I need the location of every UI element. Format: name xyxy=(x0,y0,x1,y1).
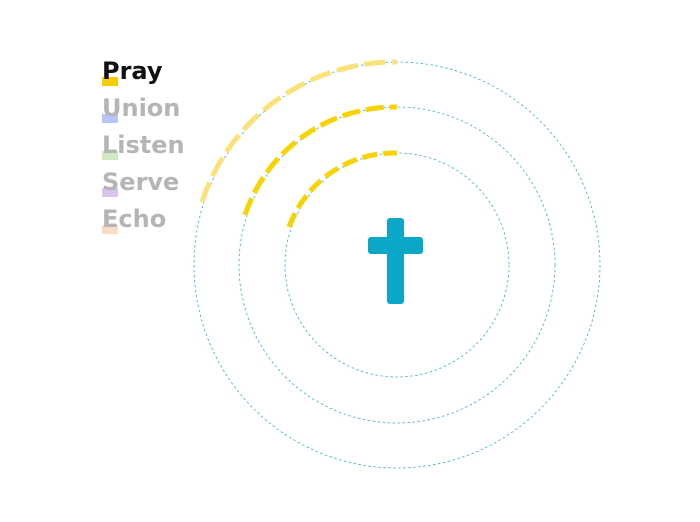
menu-item-echo[interactable]: Echo xyxy=(102,202,185,239)
cross-icon xyxy=(368,218,423,304)
menu-item-label: Serve xyxy=(102,168,180,196)
menu-item-union[interactable]: Union xyxy=(102,91,185,128)
inner-progress-arc xyxy=(286,150,398,228)
category-menu: Pray Union Listen Serve Echo xyxy=(102,54,185,239)
union-color-swatch xyxy=(102,114,118,123)
menu-item-label: Listen xyxy=(102,131,185,159)
middle-progress-arc xyxy=(242,104,398,216)
menu-item-serve[interactable]: Serve xyxy=(102,165,185,202)
menu-item-label: Pray xyxy=(102,57,163,85)
listen-color-swatch xyxy=(102,151,118,160)
echo-color-swatch xyxy=(102,225,118,234)
menu-item-pray[interactable]: Pray xyxy=(102,54,185,91)
serve-color-swatch xyxy=(102,188,118,197)
menu-item-label: Echo xyxy=(102,205,167,233)
menu-item-listen[interactable]: Listen xyxy=(102,128,185,165)
menu-item-label: Union xyxy=(102,94,181,122)
pray-color-swatch xyxy=(102,77,118,86)
outer-progress-arc xyxy=(199,59,398,203)
middle-ring xyxy=(238,106,556,424)
